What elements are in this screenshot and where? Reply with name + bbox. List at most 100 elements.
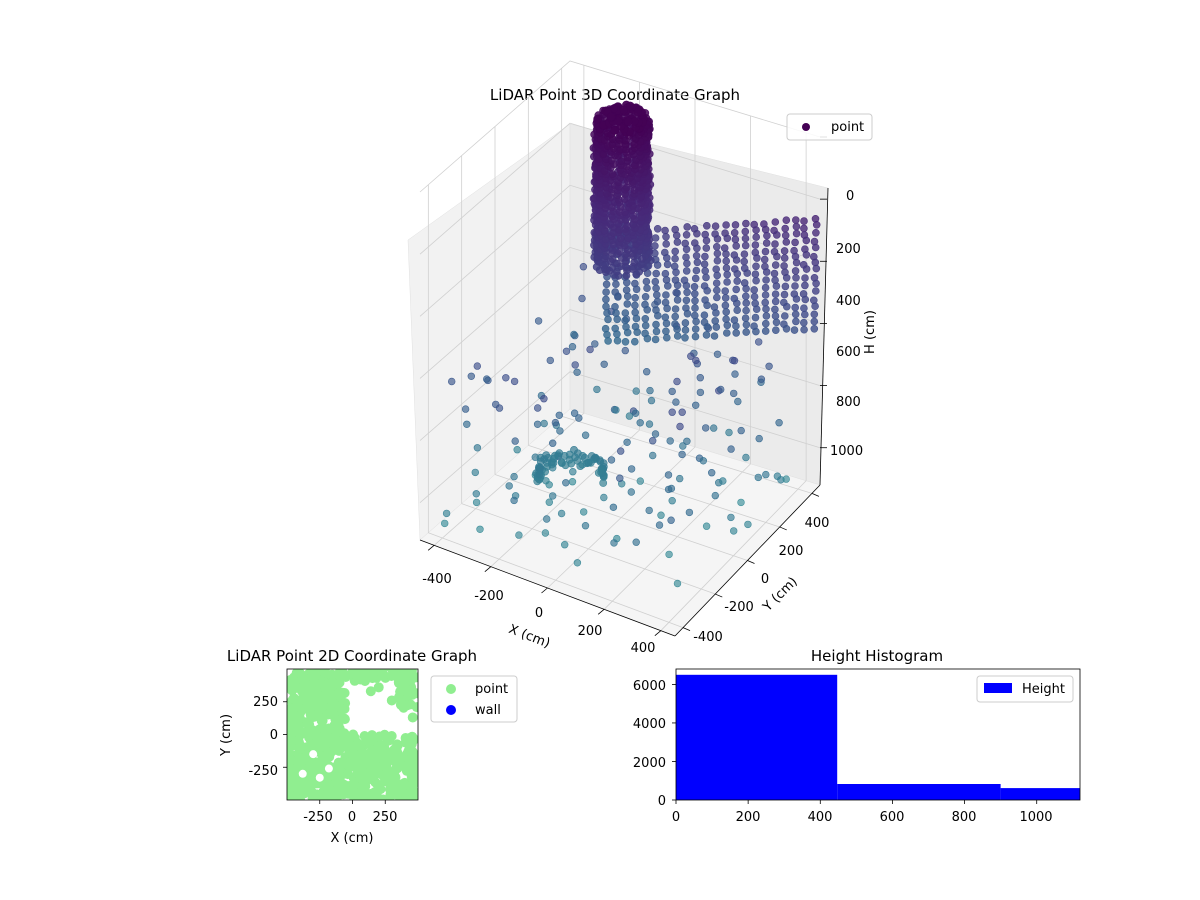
data-point bbox=[780, 247, 789, 255]
data-point bbox=[407, 712, 418, 723]
data-point bbox=[305, 760, 316, 771]
data-point bbox=[623, 117, 633, 126]
data-point bbox=[602, 280, 611, 289]
data-point bbox=[683, 309, 692, 318]
grid-line bbox=[428, 532, 684, 628]
data-point bbox=[551, 418, 560, 427]
data-point bbox=[712, 309, 720, 317]
data-point bbox=[652, 327, 661, 336]
grid-line bbox=[419, 60, 821, 193]
data-point bbox=[791, 267, 800, 275]
data-point bbox=[287, 730, 293, 741]
x-tick-label: 1000 bbox=[1019, 810, 1052, 825]
data-point bbox=[586, 345, 594, 354]
data-point bbox=[668, 387, 676, 396]
data-point bbox=[648, 437, 657, 445]
data-point bbox=[609, 104, 619, 113]
data-point bbox=[791, 310, 800, 319]
data-point bbox=[713, 271, 722, 280]
y-tick bbox=[747, 560, 755, 564]
data-point bbox=[702, 331, 711, 339]
data-point bbox=[723, 270, 732, 279]
data-point bbox=[722, 315, 730, 324]
data-point bbox=[653, 311, 662, 320]
data-point bbox=[802, 236, 811, 245]
data-point bbox=[510, 472, 518, 481]
data-point bbox=[754, 338, 763, 346]
data-point bbox=[662, 254, 671, 262]
data-point bbox=[729, 527, 738, 535]
data-point bbox=[505, 482, 513, 490]
data-point bbox=[678, 408, 686, 416]
x-tick-label: 250 bbox=[373, 810, 398, 825]
data-point bbox=[651, 234, 660, 242]
data-point bbox=[742, 219, 750, 228]
data-point bbox=[682, 245, 691, 254]
data-point bbox=[710, 332, 719, 340]
data-point bbox=[740, 250, 749, 258]
data-point bbox=[643, 334, 652, 343]
data-point bbox=[668, 408, 676, 416]
data-point bbox=[613, 330, 621, 338]
data-point bbox=[792, 317, 800, 326]
grid-line bbox=[419, 122, 821, 255]
data-point bbox=[302, 701, 312, 712]
data-point bbox=[374, 731, 385, 742]
legend-3d-frame bbox=[786, 113, 873, 141]
data-point bbox=[645, 420, 654, 428]
data-point bbox=[386, 671, 397, 681]
z-tick-label: 0 bbox=[846, 189, 854, 204]
grid-line bbox=[419, 371, 821, 504]
data-point bbox=[411, 702, 418, 713]
data-point bbox=[683, 437, 691, 445]
data-point bbox=[540, 419, 548, 428]
data-point bbox=[632, 314, 641, 323]
data-point bbox=[716, 385, 725, 394]
data-point bbox=[762, 470, 770, 479]
x-tick-label: -400 bbox=[422, 572, 452, 587]
data-point bbox=[579, 263, 588, 271]
data-point bbox=[692, 356, 700, 365]
data-point bbox=[722, 264, 731, 272]
data-point bbox=[483, 375, 491, 383]
data-point bbox=[771, 290, 780, 299]
x-tick bbox=[541, 587, 548, 594]
data-point bbox=[327, 669, 338, 680]
data-point bbox=[295, 794, 306, 800]
data-point bbox=[733, 306, 742, 315]
data-point bbox=[636, 419, 644, 427]
data-point bbox=[335, 671, 346, 682]
data-point bbox=[662, 319, 671, 328]
data-point bbox=[672, 231, 681, 240]
z-tick-label: 1000 bbox=[830, 444, 863, 459]
data-point bbox=[761, 225, 770, 234]
data-point bbox=[771, 326, 780, 335]
data-point bbox=[703, 286, 712, 295]
data-point bbox=[681, 319, 690, 327]
data-point bbox=[725, 428, 733, 437]
data-point bbox=[722, 257, 731, 265]
ticks-2d bbox=[283, 701, 386, 804]
data-point bbox=[683, 288, 691, 297]
data-point bbox=[632, 538, 640, 546]
data-point bbox=[471, 468, 479, 477]
data-point bbox=[741, 292, 750, 301]
data-point bbox=[377, 669, 388, 674]
data-point bbox=[502, 374, 510, 382]
data-point bbox=[732, 299, 741, 308]
data-point bbox=[792, 229, 801, 238]
data-point bbox=[723, 278, 731, 286]
data-point bbox=[791, 216, 800, 224]
data-point bbox=[342, 769, 353, 780]
data-point bbox=[703, 323, 712, 331]
data-point bbox=[641, 321, 650, 330]
data-point bbox=[615, 247, 624, 256]
data-point bbox=[608, 170, 617, 178]
legend-3d-label: point bbox=[831, 120, 864, 135]
data-point bbox=[782, 324, 791, 333]
data-point bbox=[651, 430, 660, 438]
data-point bbox=[662, 240, 671, 248]
data-point bbox=[712, 265, 721, 274]
data-point bbox=[679, 442, 687, 450]
data-point bbox=[727, 513, 735, 522]
